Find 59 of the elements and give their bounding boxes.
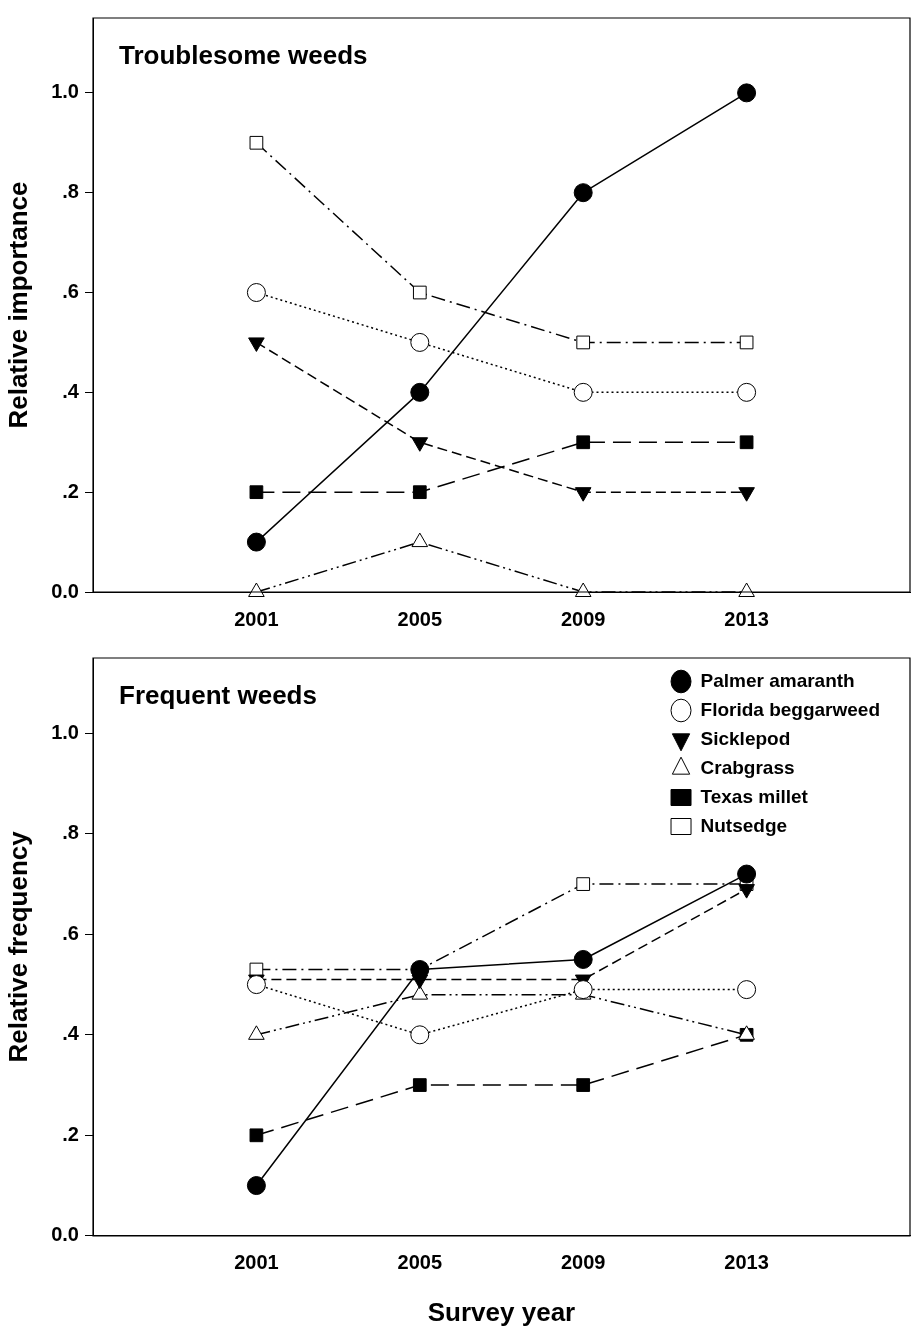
y-tick-label: .8 xyxy=(62,821,79,844)
point xyxy=(249,135,264,150)
point xyxy=(739,335,754,350)
point xyxy=(573,183,593,203)
point xyxy=(249,1128,264,1143)
point xyxy=(410,382,430,402)
legend-label: Palmer amaranth xyxy=(700,669,855,691)
text: Troublesome weeds xyxy=(119,40,368,71)
legend-label: Texas millet xyxy=(700,785,809,807)
point xyxy=(576,877,591,891)
y-tick-label: 0.0 xyxy=(51,579,79,602)
point xyxy=(412,1078,427,1092)
y-tick-label: .2 xyxy=(62,1122,79,1145)
point xyxy=(412,285,427,300)
point xyxy=(249,485,264,500)
point xyxy=(737,864,757,884)
point xyxy=(576,335,591,350)
y-tick-label: .6 xyxy=(62,280,79,303)
y-tick-label: .2 xyxy=(62,479,79,502)
y-tick-label: .6 xyxy=(62,921,79,944)
point xyxy=(737,980,757,1000)
x-tick-label: 2001 xyxy=(234,1251,279,1274)
legend-label: Florida beggarweed xyxy=(700,698,880,720)
text: Frequent weeds xyxy=(119,680,317,711)
point xyxy=(739,435,754,450)
y-tick-label: .8 xyxy=(62,180,79,203)
point xyxy=(246,1176,266,1196)
x-tick-label: 2001 xyxy=(234,607,279,630)
x-tick-label: 2005 xyxy=(397,607,443,630)
y-axis-title: Relative importance xyxy=(2,181,33,429)
x-tick-label: 2009 xyxy=(560,1251,606,1274)
y-tick-label: 1.0 xyxy=(51,80,79,103)
legend-label: Crabgrass xyxy=(700,756,795,778)
point xyxy=(737,382,757,402)
y-tick-label: 0.0 xyxy=(51,1223,79,1246)
y-tick-label: .4 xyxy=(62,1022,80,1045)
point xyxy=(737,83,757,103)
x-axis-title: Survey year xyxy=(427,1296,576,1327)
x-tick-label: 2013 xyxy=(724,607,769,630)
point xyxy=(576,435,591,450)
x-tick-label: 2009 xyxy=(560,607,606,630)
point xyxy=(246,283,266,303)
point xyxy=(411,532,429,548)
point xyxy=(410,332,430,352)
legend-label: Sicklepod xyxy=(700,727,791,749)
point xyxy=(246,975,266,995)
point xyxy=(412,485,427,500)
y-tick-label: 1.0 xyxy=(51,720,79,743)
point xyxy=(246,532,266,552)
x-tick-label: 2013 xyxy=(724,1251,769,1274)
point xyxy=(573,949,593,969)
y-axis-title: Relative frequency xyxy=(2,830,33,1063)
point xyxy=(576,1078,591,1092)
y-tick-label: .4 xyxy=(62,379,80,402)
point xyxy=(573,382,593,402)
point xyxy=(410,1025,430,1045)
x-tick-label: 2005 xyxy=(397,1251,443,1274)
legend-label: Nutsedge xyxy=(700,814,788,836)
point xyxy=(573,980,593,1000)
